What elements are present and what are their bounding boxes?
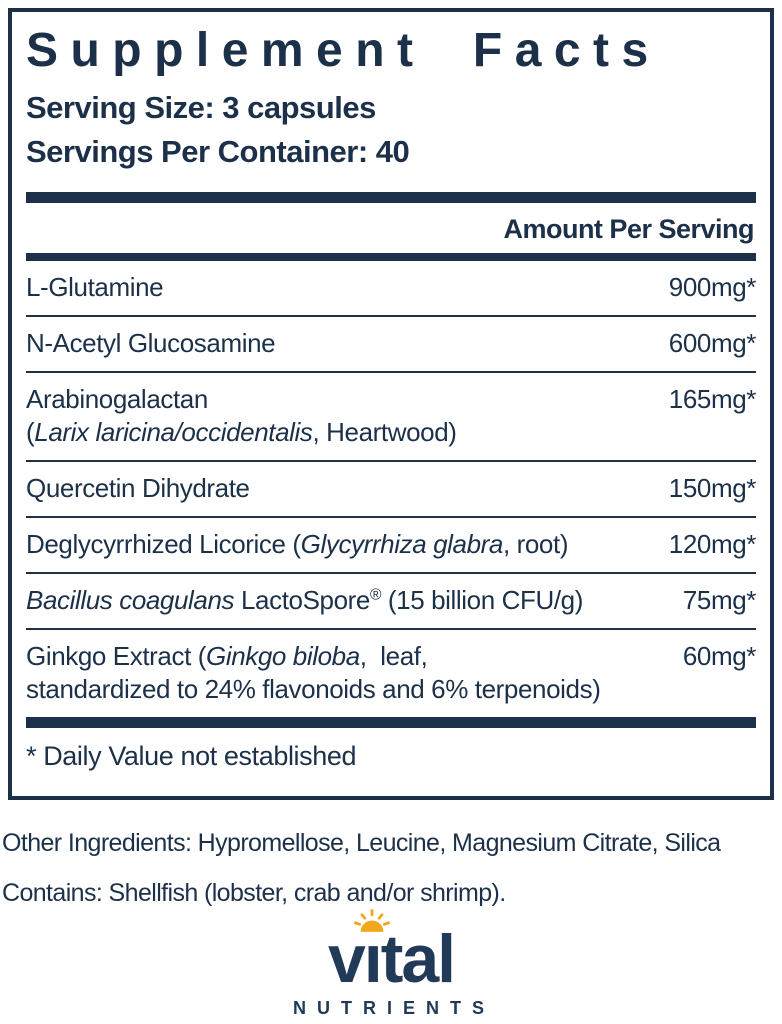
- brand-letter-v: v: [327, 921, 366, 997]
- brand-letters-tal: tal: [380, 921, 456, 997]
- ingredient-row: Arabinogalactan 165mg* (Larix laricina/occ…: [26, 373, 756, 460]
- ingredient-amount: 120mg*: [668, 529, 757, 559]
- ingredient-amount: 165mg*: [668, 384, 757, 414]
- row-divider: [26, 460, 756, 462]
- supplement-facts-panel: Supplement Facts Serving Size: 3 capsule…: [8, 8, 774, 800]
- contains-statement: Contains: Shellfish (lobster, crab and/o…: [2, 879, 506, 907]
- ingredient-row: Quercetin Dihydrate 150mg*: [26, 462, 756, 516]
- ingredient-row: L-Glutamine 900mg*: [26, 261, 756, 315]
- ingredient-amount: 60mg*: [682, 641, 757, 671]
- panel-title: Supplement Facts: [26, 24, 661, 77]
- serving-size: Serving Size: 3 capsules: [26, 90, 376, 125]
- servings-per-container: Servings Per Container: 40: [26, 134, 410, 169]
- ingredient-name: L-Glutamine: [26, 272, 164, 302]
- ingredient-row: Deglycyrrhized Licorice (Glycyrrhiza gla…: [26, 518, 756, 572]
- ingredient-name-line2: (Larix laricina/occidentalis, Heartwood): [26, 417, 457, 447]
- brand-wordmark: v ıtal: [327, 909, 456, 997]
- daily-value-footnote: * Daily Value not established: [26, 741, 357, 771]
- ingredient-amount: 75mg*: [682, 585, 757, 615]
- row-divider: [26, 516, 756, 518]
- brand-letter-i: ı: [363, 921, 383, 997]
- row-divider: [26, 371, 756, 373]
- row-divider: [26, 572, 756, 574]
- divider-thick-bottom: [26, 717, 756, 728]
- ingredient-name: N-Acetyl Glucosamine: [26, 328, 276, 358]
- other-ingredients: Other Ingredients: Hypromellose, Leucine…: [2, 829, 721, 857]
- divider-thick-top: [26, 192, 756, 203]
- ingredient-row: Bacillus coagulans LactoSpore® (15 billi…: [26, 574, 756, 628]
- ingredient-name: Bacillus coagulans LactoSpore® (15 billi…: [26, 585, 583, 615]
- ingredient-name-line2: standardized to 24% flavonoids and 6% te…: [26, 674, 601, 704]
- row-divider: [26, 628, 756, 630]
- ingredient-amount: 600mg*: [668, 328, 757, 358]
- ingredient-name: Deglycyrrhized Licorice (Glycyrrhiza gla…: [26, 529, 569, 559]
- ingredient-amount: 150mg*: [668, 473, 757, 503]
- brand-logo: v ıtal NUTRIENTS: [0, 909, 782, 1019]
- ingredient-name: Ginkgo Extract (Ginkgo biloba, leaf,: [26, 641, 428, 671]
- ingredient-table: L-Glutamine 900mg* N-Acetyl Glucosamine 600…: [26, 261, 756, 717]
- amount-per-serving-header: Amount Per Serving: [503, 214, 754, 244]
- divider-medium: [26, 253, 756, 261]
- brand-subtext: NUTRIENTS: [293, 998, 495, 1018]
- ingredient-row: Ginkgo Extract (Ginkgo biloba, leaf, 60mg…: [26, 630, 756, 717]
- sun-icon: [354, 909, 391, 932]
- ingredient-row: N-Acetyl Glucosamine 600mg*: [26, 317, 756, 371]
- ingredient-name: Quercetin Dihydrate: [26, 473, 250, 503]
- row-divider: [26, 315, 756, 317]
- ingredient-name: Arabinogalactan: [26, 384, 208, 414]
- ingredient-amount: 900mg*: [668, 272, 757, 302]
